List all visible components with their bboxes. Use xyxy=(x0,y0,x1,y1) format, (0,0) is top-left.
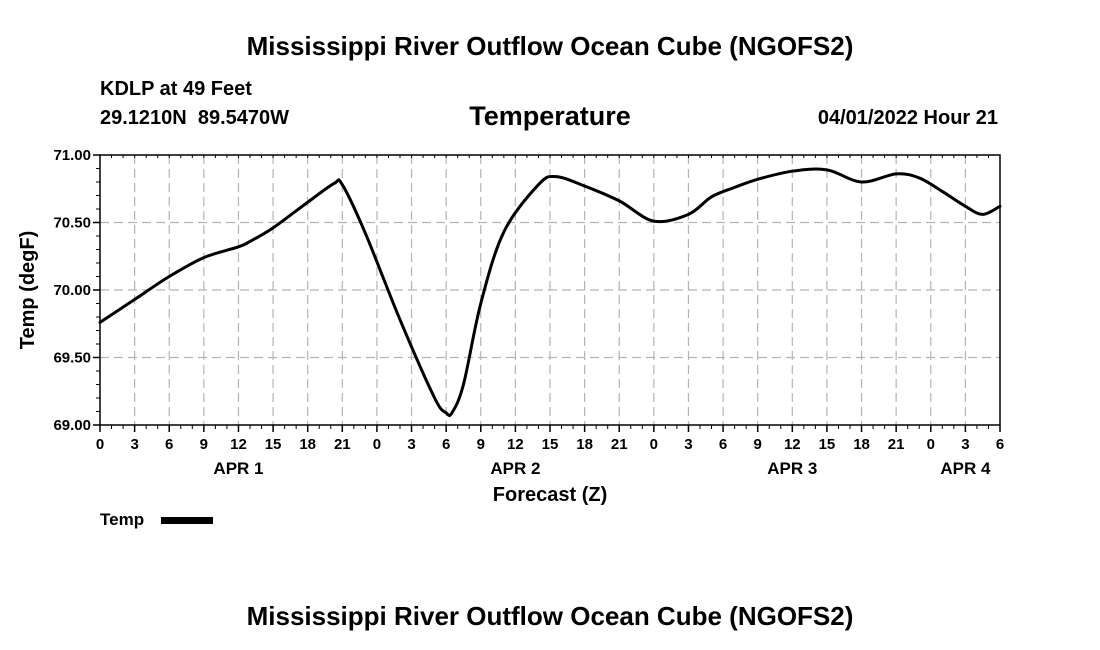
x-axis: 0 3 6 9 12 15 18 21 0 3 6 9 12 15 18 21 0 3 6 9 12 15 18 21 0 3 6 xyxy=(96,155,1004,453)
series-line-temp xyxy=(98,167,1002,418)
coordinates-label: 29.1210N 89.5470W xyxy=(100,107,289,129)
x-tick-label: 18 xyxy=(853,436,870,453)
legend-label-temp: Temp xyxy=(100,510,144,529)
x-tick-label: 3 xyxy=(130,436,138,453)
x-tick-label: 6 xyxy=(165,436,173,453)
x-tick-label: 18 xyxy=(299,436,316,453)
x-tick-label: 6 xyxy=(442,436,450,453)
x-tick-label: 0 xyxy=(650,436,658,453)
day-label: APR 2 xyxy=(490,459,540,478)
legend: Temp xyxy=(100,510,213,529)
x-tick-label: 12 xyxy=(230,436,247,453)
x-tick-label: 6 xyxy=(996,436,1004,453)
x-tick-label: 18 xyxy=(576,436,593,453)
footer-title: Mississippi River Outflow Ocean Cube (NG… xyxy=(247,601,854,631)
x-tick-label: 3 xyxy=(684,436,692,453)
x-tick-label: 21 xyxy=(888,436,905,453)
x-tick-label: 0 xyxy=(96,436,104,453)
x-tick-label: 15 xyxy=(819,436,836,453)
y-tick-label: 70.00 xyxy=(53,282,91,299)
x-tick-label: 3 xyxy=(407,436,415,453)
x-tick-label: 9 xyxy=(477,436,485,453)
x-tick-label: 6 xyxy=(719,436,727,453)
x-tick-label: 0 xyxy=(373,436,381,453)
y-tick-label: 69.00 xyxy=(53,417,91,434)
x-tick-label: 9 xyxy=(200,436,208,453)
chart-subtitle: Temperature xyxy=(469,101,631,131)
y-tick-label: 69.50 xyxy=(53,350,91,367)
y-tick-label: 70.50 xyxy=(53,215,91,232)
day-label: APR 1 xyxy=(213,459,263,478)
x-axis-title: Forecast (Z) xyxy=(493,484,607,506)
x-tick-label: 15 xyxy=(542,436,559,453)
station-label: KDLP at 49 Feet xyxy=(100,78,252,100)
timestamp-label: 04/01/2022 Hour 21 xyxy=(818,107,998,129)
day-label: APR 3 xyxy=(767,459,817,478)
x-tick-label: 15 xyxy=(265,436,282,453)
day-label: APR 4 xyxy=(940,459,991,478)
x-tick-label: 9 xyxy=(754,436,762,453)
grid-lines xyxy=(100,155,1000,425)
x-tick-label: 3 xyxy=(961,436,969,453)
x-tick-label: 21 xyxy=(334,436,351,453)
x-axis-day-labels: APR 1 APR 2 APR 3 APR 4 xyxy=(213,459,991,478)
x-tick-label: 12 xyxy=(507,436,524,453)
y-tick-label: 71.00 xyxy=(53,147,91,164)
chart-title: Mississippi River Outflow Ocean Cube (NG… xyxy=(247,31,854,61)
x-tick-label: 0 xyxy=(927,436,935,453)
y-axis: 69.00 69.50 70.00 70.50 71.00 xyxy=(53,147,100,434)
x-tick-label: 12 xyxy=(784,436,801,453)
legend-swatch-temp xyxy=(161,517,213,524)
x-tick-label: 21 xyxy=(611,436,628,453)
y-axis-title: Temp (degF) xyxy=(17,231,39,350)
